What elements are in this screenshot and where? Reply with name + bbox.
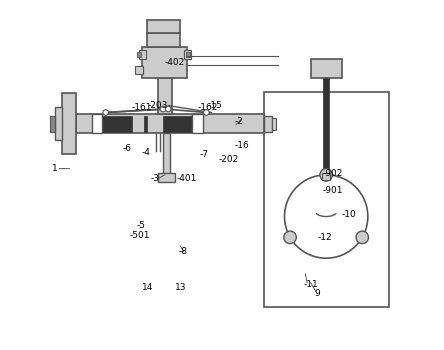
Circle shape — [356, 231, 369, 244]
Circle shape — [320, 169, 333, 181]
Text: -401: -401 — [177, 174, 197, 183]
Circle shape — [160, 106, 166, 112]
Bar — [158, 173, 175, 182]
Bar — [310, 59, 342, 78]
Bar — [135, 66, 143, 74]
Bar — [147, 21, 180, 33]
Text: -15: -15 — [207, 101, 222, 110]
Text: -501: -501 — [130, 231, 151, 240]
Bar — [144, 116, 147, 132]
Circle shape — [285, 175, 368, 258]
Bar — [272, 118, 276, 130]
Bar — [76, 114, 264, 133]
Circle shape — [284, 231, 296, 244]
Bar — [50, 116, 56, 132]
Circle shape — [103, 110, 108, 115]
Bar — [137, 52, 141, 57]
Text: -11: -11 — [304, 280, 318, 289]
Bar — [264, 92, 388, 307]
Bar — [163, 116, 194, 132]
Text: -3: -3 — [151, 174, 160, 183]
Text: -8: -8 — [178, 247, 188, 256]
Text: -4: -4 — [142, 148, 151, 157]
Bar — [139, 50, 146, 59]
Bar — [142, 47, 187, 78]
Text: -10: -10 — [342, 210, 357, 219]
Bar — [323, 78, 329, 178]
Bar — [322, 173, 330, 180]
Bar — [147, 33, 180, 47]
Text: -16: -16 — [234, 141, 249, 150]
Text: -2: -2 — [234, 117, 243, 126]
Bar — [264, 116, 272, 132]
Text: -202: -202 — [218, 155, 239, 164]
Bar — [186, 52, 190, 57]
Text: -12: -12 — [317, 233, 332, 242]
Bar — [102, 116, 132, 132]
Bar — [158, 78, 172, 114]
Bar — [56, 107, 62, 140]
Text: -161: -161 — [132, 103, 152, 112]
Circle shape — [166, 106, 171, 112]
Text: -6: -6 — [123, 145, 132, 153]
Circle shape — [204, 110, 209, 115]
Text: -7: -7 — [199, 150, 208, 159]
Text: -162: -162 — [198, 103, 218, 112]
Text: -203: -203 — [147, 101, 168, 110]
Text: 14: 14 — [142, 284, 154, 292]
Text: 1: 1 — [52, 163, 58, 173]
Bar — [62, 93, 76, 154]
Text: -902: -902 — [323, 169, 343, 178]
Bar — [184, 50, 191, 59]
Bar — [163, 133, 170, 175]
Bar — [193, 114, 203, 133]
Text: -5: -5 — [137, 221, 146, 230]
Text: -901: -901 — [323, 186, 343, 195]
Text: -402: -402 — [165, 58, 185, 66]
Text: 13: 13 — [175, 284, 186, 292]
Text: 9: 9 — [314, 288, 320, 298]
Bar — [92, 114, 102, 133]
